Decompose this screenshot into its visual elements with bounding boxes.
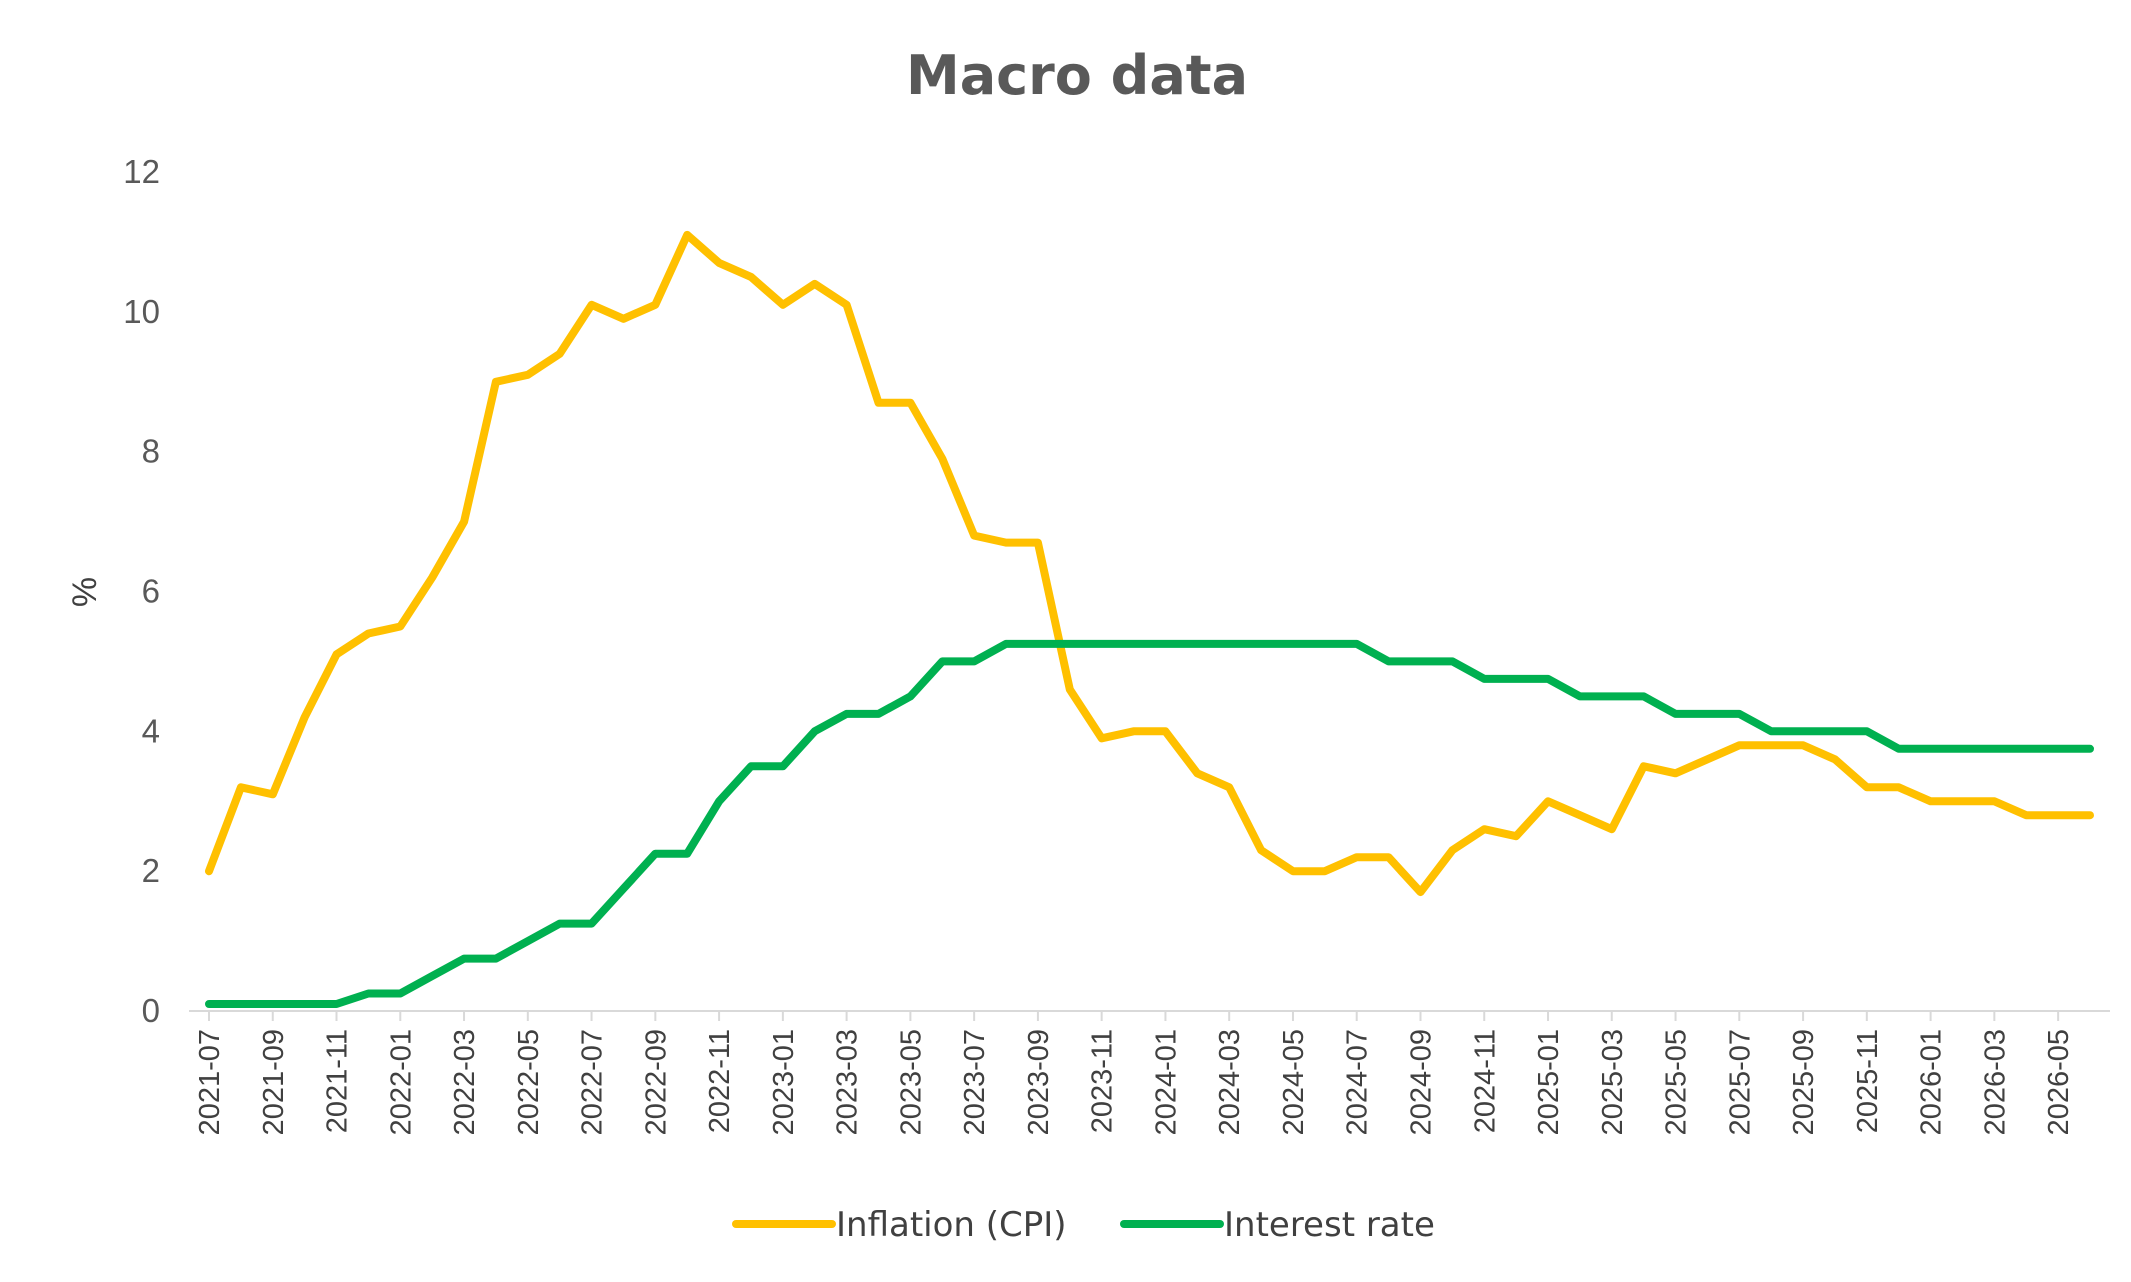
x-tick-label: 2024-05 <box>1278 1029 1310 1135</box>
x-tick-label: 2021-07 <box>194 1029 226 1135</box>
x-axis-ticks: 2021-07 2021-09 2021-11 2022-01 2022-03 2022-… <box>194 1011 2075 1135</box>
interest-rate-line <box>205 639 2094 1008</box>
x-tick-label: 2023-01 <box>768 1029 800 1135</box>
x-tick-label: 2023-11 <box>1087 1029 1119 1133</box>
x-tick-label: 2025-03 <box>1597 1029 1629 1135</box>
x-tick-label: 2024-03 <box>1214 1029 1246 1135</box>
x-tick-label: 2024-07 <box>1342 1029 1374 1135</box>
x-tick-label: 2022-03 <box>449 1029 481 1135</box>
legend-label-interest-rate: Interest rate <box>1224 1205 1435 1245</box>
y-axis-ticks: 0 2 4 6 8 10 12 <box>123 153 160 1029</box>
inflation-line <box>205 230 2094 897</box>
y-tick-label: 12 <box>123 153 160 190</box>
x-tick-label: 2026-01 <box>1916 1029 1948 1135</box>
x-tick-label: 2022-11 <box>704 1029 736 1133</box>
x-tick-label: 2023-07 <box>959 1029 991 1135</box>
x-tick-label: 2025-01 <box>1533 1029 1565 1135</box>
y-tick-label: 4 <box>142 712 160 749</box>
x-tick-label: 2022-05 <box>513 1029 545 1135</box>
y-tick-label: 0 <box>142 992 160 1029</box>
x-tick-label: 2023-09 <box>1023 1029 1055 1135</box>
x-tick-label: 2025-11 <box>1852 1029 1884 1133</box>
x-tick-label: 2025-07 <box>1724 1029 1756 1135</box>
x-tick-label: 2024-09 <box>1405 1029 1437 1135</box>
x-tick-label: 2024-01 <box>1150 1029 1182 1135</box>
legend: Inflation (CPI) Interest rate <box>732 1205 1435 1245</box>
chart-title: Macro data <box>906 44 1248 107</box>
y-tick-label: 10 <box>123 293 160 330</box>
y-tick-label: 8 <box>142 433 160 470</box>
legend-label-inflation: Inflation (CPI) <box>836 1205 1067 1245</box>
x-tick-label: 2021-11 <box>322 1029 354 1133</box>
y-tick-label: 6 <box>142 573 160 610</box>
x-tick-label: 2022-07 <box>577 1029 609 1135</box>
x-tick-label: 2025-09 <box>1788 1029 1820 1135</box>
x-tick-label: 2025-05 <box>1661 1029 1693 1135</box>
series-layer <box>205 230 2094 1008</box>
x-tick-label: 2026-05 <box>2043 1029 2075 1135</box>
x-tick-label: 2026-03 <box>1979 1029 2011 1135</box>
x-tick-label: 2024-11 <box>1469 1029 1501 1133</box>
x-tick-label: 2023-03 <box>832 1029 864 1135</box>
x-tick-label: 2021-09 <box>258 1029 290 1135</box>
y-axis-label: % <box>66 577 104 607</box>
x-tick-label: 2022-09 <box>640 1029 672 1135</box>
x-tick-label: 2023-05 <box>895 1029 927 1135</box>
x-tick-label: 2022-01 <box>385 1029 417 1135</box>
y-tick-label: 2 <box>142 852 160 889</box>
